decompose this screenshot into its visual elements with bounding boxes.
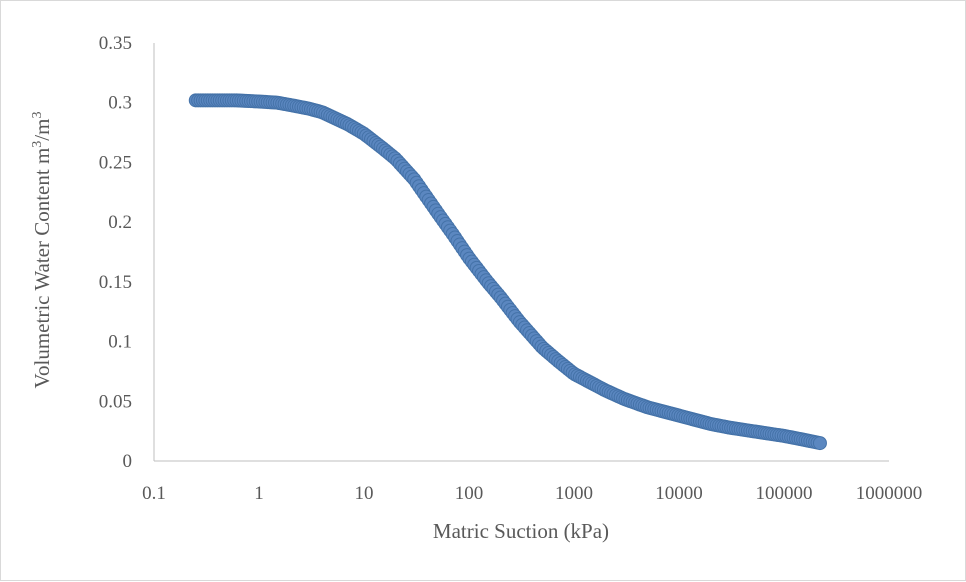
data-points [188,93,827,451]
axes [153,43,889,462]
y-tick-label: 0.3 [108,93,132,114]
x-tick-label: 10000 [655,483,703,504]
x-tick-label: 0.1 [142,483,166,504]
y-tick-label: 0 [123,451,133,472]
x-tick-labels: 0.1 1 10 100 1000 10000 100000 1000000 [142,483,922,504]
y-tick-label: 0.25 [99,152,132,173]
y-axis-title: Volumetric Water Content m3/m3 [30,112,54,389]
y-axis-title-main: Volumetric Water Content m [30,148,54,389]
x-tick-label: 1000 [555,483,593,504]
x-tick-label: 100000 [756,483,813,504]
data-point [812,436,827,451]
y-tick-label: 0.2 [108,212,132,233]
x-tick-label: 1 [254,483,264,504]
y-axis-title-mid: /m [30,119,54,141]
y-axis-title-sup1: 3 [30,141,45,148]
y-tick-labels: 0 0.05 0.1 0.15 0.2 0.25 0.3 0.35 [99,33,132,472]
y-tick-label: 0.1 [108,332,132,353]
x-tick-label: 10 [355,483,374,504]
y-axis-title-sup2: 3 [30,112,45,119]
x-tick-label: 100 [455,483,484,504]
y-tick-label: 0.15 [99,272,132,293]
x-tick-label: 1000000 [856,483,923,504]
y-tick-label: 0.05 [99,391,132,412]
y-tick-label: 0.35 [99,33,132,54]
x-axis-title: Matric Suction (kPa) [433,519,609,543]
